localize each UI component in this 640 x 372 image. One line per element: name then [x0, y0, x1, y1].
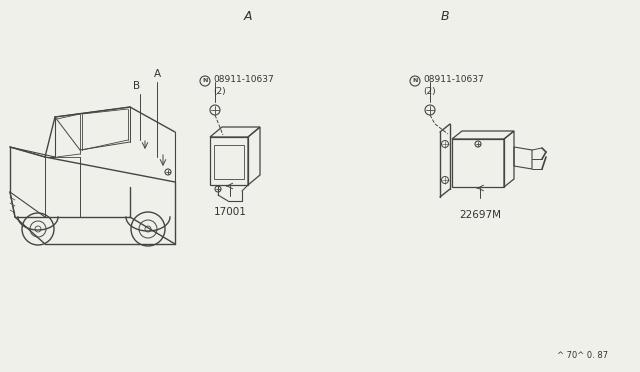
Text: 22697M: 22697M — [459, 210, 501, 220]
Text: N: N — [202, 78, 208, 83]
Text: A: A — [154, 69, 161, 79]
Bar — [214, 145, 244, 179]
Text: N: N — [412, 78, 418, 83]
Text: A: A — [244, 10, 252, 23]
Bar — [452, 139, 504, 187]
Bar — [210, 137, 248, 185]
Text: B: B — [133, 81, 141, 91]
Text: 17001: 17001 — [214, 207, 246, 217]
Text: B: B — [441, 10, 449, 23]
Text: 08911-10637
(2): 08911-10637 (2) — [423, 75, 484, 96]
Text: 08911-10637
(2): 08911-10637 (2) — [213, 75, 274, 96]
Text: ^ 70^ 0. 87: ^ 70^ 0. 87 — [557, 351, 608, 360]
